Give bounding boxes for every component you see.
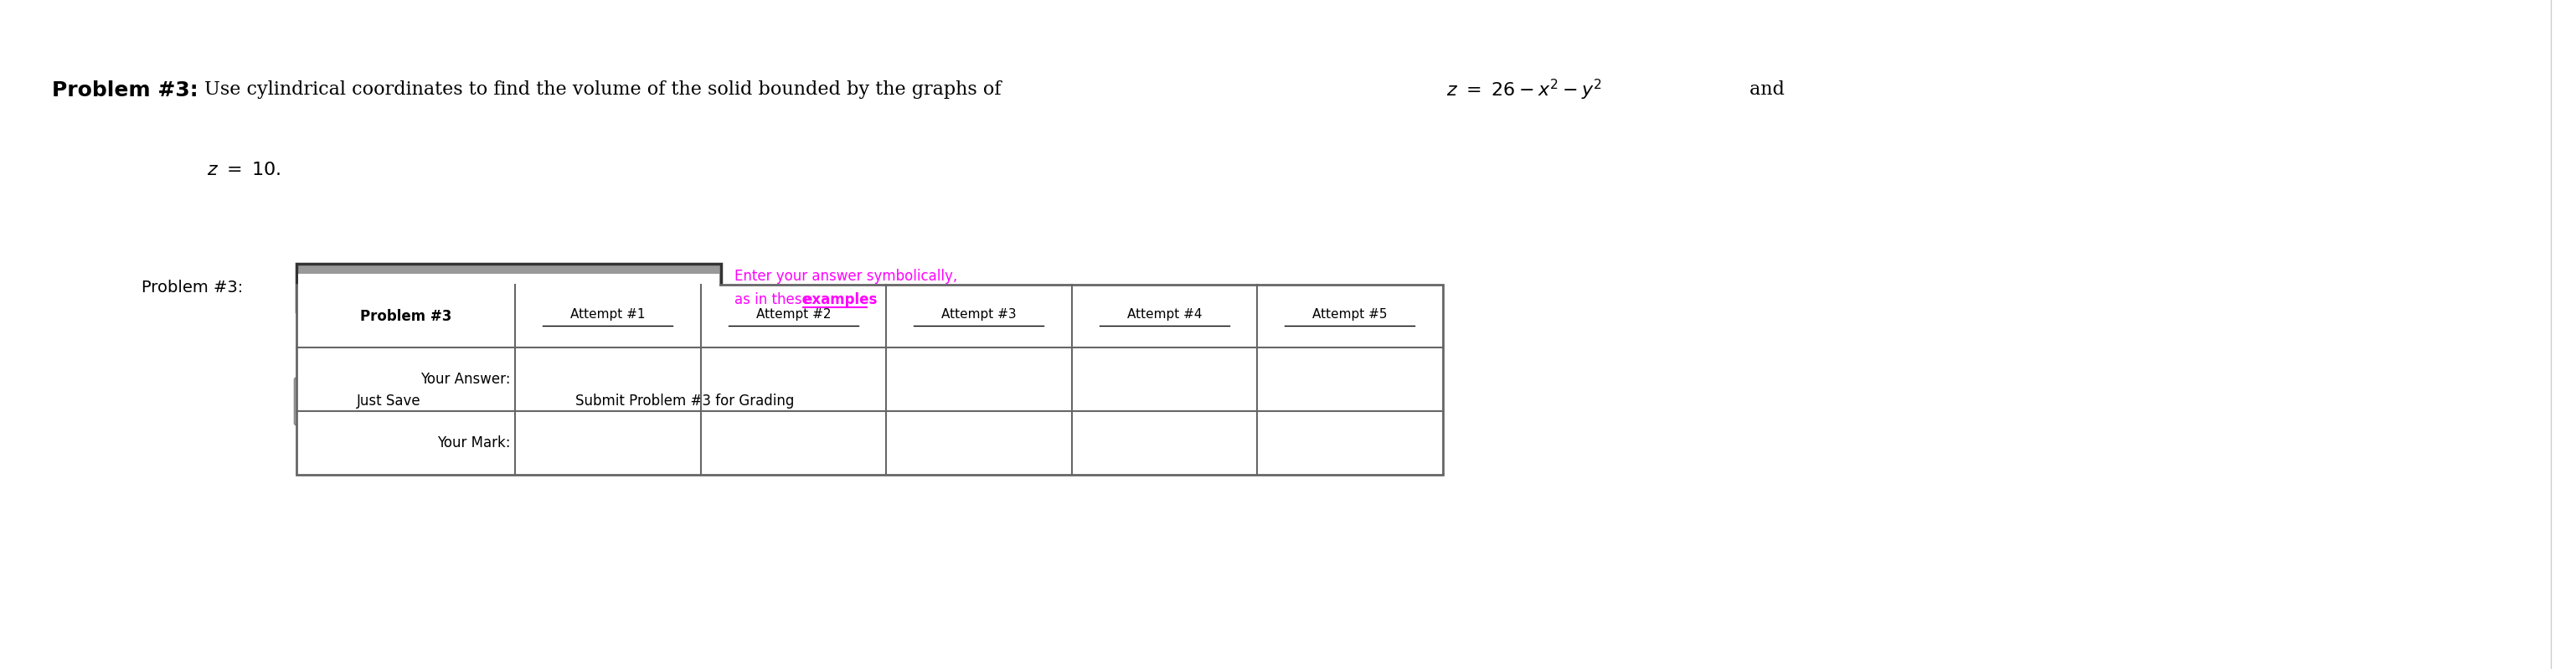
Text: Enter your answer symbolically,: Enter your answer symbolically, [734,268,958,284]
Text: Problem #3:: Problem #3: [52,80,198,100]
Text: $z\ =\ 26 - x^2 - y^2$: $z\ =\ 26 - x^2 - y^2$ [1445,78,1602,102]
Text: Attempt #3: Attempt #3 [940,308,1018,320]
FancyBboxPatch shape [492,378,878,425]
Text: Attempt #1: Attempt #1 [569,308,647,320]
Text: examples: examples [804,292,878,307]
Text: $z\ =\ 10.$: $z\ =\ 10.$ [206,161,281,179]
Text: Attempt #4: Attempt #4 [1126,308,1203,320]
Text: Problem #3: Problem #3 [361,308,451,324]
Text: Submit Problem #3 for Grading: Submit Problem #3 for Grading [574,394,793,409]
Text: Attempt #5: Attempt #5 [1311,308,1388,320]
Text: Use cylindrical coordinates to find the volume of the solid bounded by the graph: Use cylindrical coordinates to find the … [198,80,1007,99]
FancyBboxPatch shape [294,378,484,425]
Text: Attempt #2: Attempt #2 [755,308,832,320]
Text: Your Mark:: Your Mark: [438,436,510,451]
Text: Your Answer:: Your Answer: [420,372,510,387]
Text: and: and [1744,80,1785,99]
Bar [296,264,721,312]
Text: as in these: as in these [734,292,814,307]
Bar [296,284,1443,475]
Bar [299,274,719,310]
Text: Just Save: Just Save [358,394,420,409]
Text: Problem #3:: Problem #3: [142,280,242,296]
